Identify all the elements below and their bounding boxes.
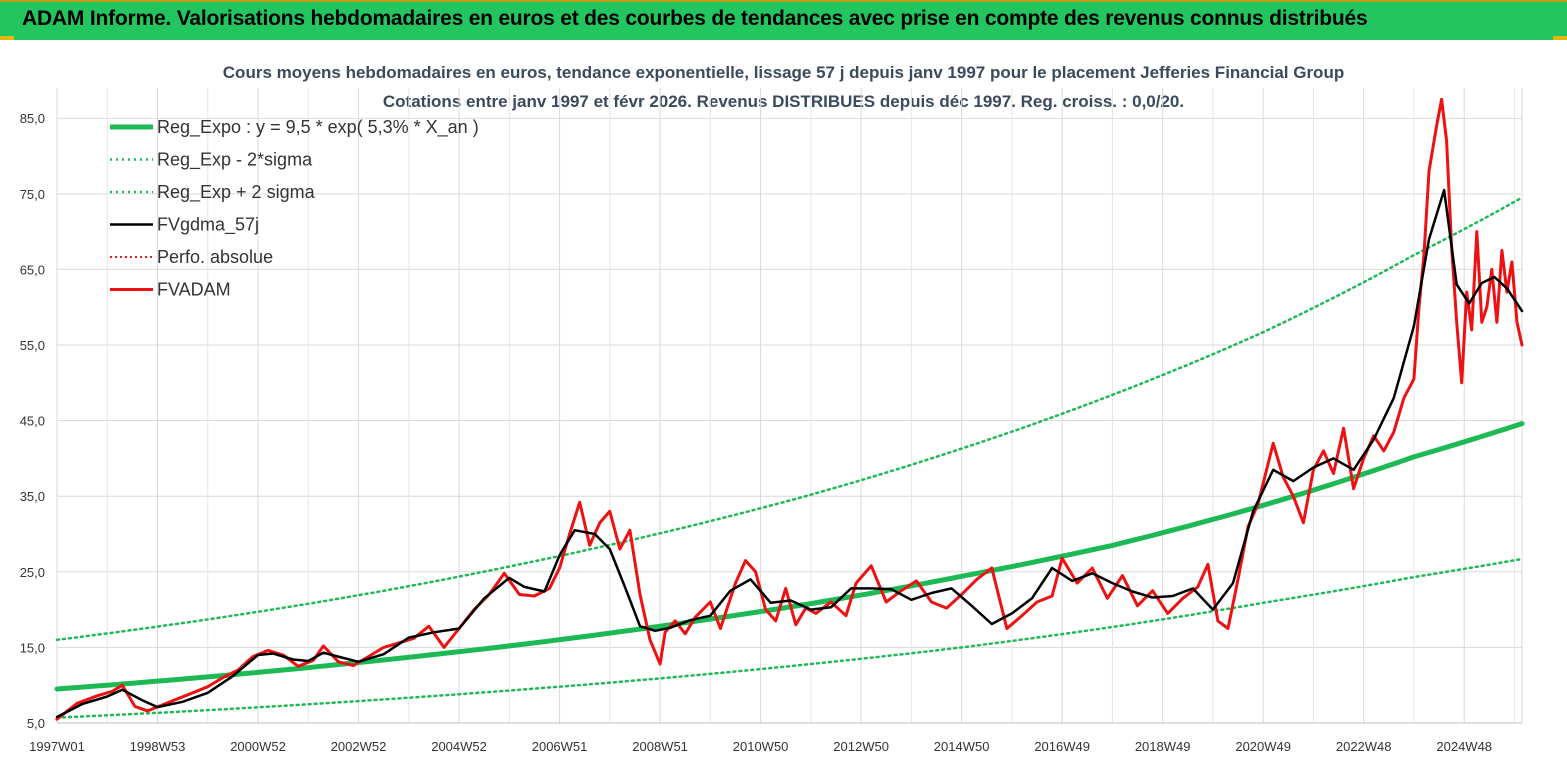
legend-layer: Reg_Expo : y = 9,5 * exp( 5,3% * X_an ) R… [110,117,479,300]
chart-title: Cours moyens hebdomadaires en euros, ten… [222,63,1345,82]
series-line-sigma-low [55,557,1524,719]
series-layer [54,97,1525,721]
legend-label-reg-expo: Reg_Expo : y = 9,5 * exp( 5,3% * X_an ) [157,117,479,138]
legend-label-sigma-low: Reg_Exp - 2*sigma [157,150,313,171]
y-tick-label: 45,0 [20,414,45,429]
series-line-fvgdma [55,188,1524,719]
y-tick-label: 15,0 [20,640,45,655]
y-tick-label: 65,0 [20,262,45,277]
y-tick-label: 5,0 [27,716,45,731]
x-tick-label: 2016W49 [1034,739,1090,754]
x-tick-label: 2018W49 [1135,739,1191,754]
y-tick-label: 35,0 [20,489,45,504]
x-tick-label: 1998W53 [130,739,186,754]
x-tick-label: 1997W01 [29,739,85,754]
x-tick-label: 2022W48 [1336,739,1392,754]
x-tick-label: 2002W52 [331,739,387,754]
legend-label-sigma-high: Reg_Exp + 2 sigma [157,182,316,203]
corner-mark-left [0,36,14,40]
x-tick-label: 2008W51 [632,739,688,754]
series-line-fvadam [55,97,1524,721]
y-tick-label: 55,0 [20,338,45,353]
chart-subtitle: Cotations entre janv 1997 et févr 2026. … [382,92,1185,111]
series-line-reg-expo [54,421,1525,692]
grid-layer [56,88,1523,724]
x-tick-label: 2000W52 [230,739,286,754]
x-tick-label: 2006W51 [532,739,588,754]
y-tick-label: 25,0 [20,565,45,580]
x-tick-label: 2020W49 [1235,739,1291,754]
legend-label-perfo: Perfo. absolue [157,247,273,267]
x-tick-label: 2004W52 [431,739,487,754]
banner-title: ADAM Informe. Valorisations hebdomadaire… [22,7,1368,30]
chart-area: Cours moyens hebdomadaires en euros, ten… [0,40,1567,783]
y-tick-label: 85,0 [20,111,45,126]
x-tick-label: 2014W50 [934,739,990,754]
legend-label-fvgdma: FVgdma_57j [157,215,259,236]
x-tick-label: 2010W50 [733,739,789,754]
legend-label-fvadam: FVADAM [157,280,231,300]
x-tick-label: 2012W50 [833,739,889,754]
axis-layer: 5,0 15,0 25,0 35,0 45,0 55,0 65,0 75,0 85,0 1997W… [20,111,1522,754]
x-tick-label: 2024W48 [1436,739,1492,754]
y-tick-label: 75,0 [20,187,45,202]
corner-mark-right [1553,36,1567,40]
series-line-sigma-high [55,196,1524,642]
top-banner: ADAM Informe. Valorisations hebdomadaire… [0,0,1567,40]
